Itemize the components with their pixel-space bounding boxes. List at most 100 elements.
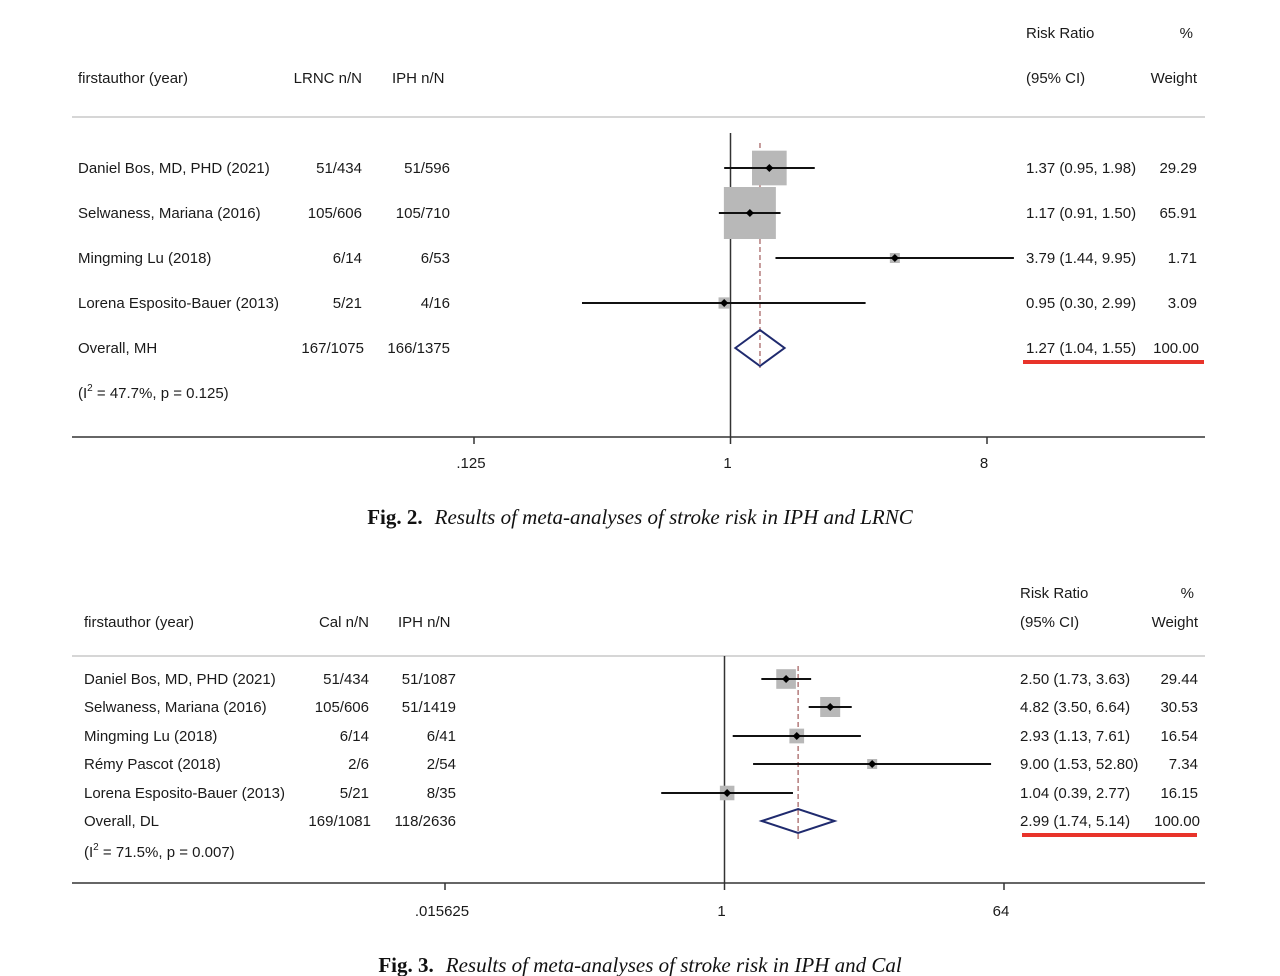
header-group1: Cal n/N: [319, 614, 369, 631]
point-estimate-marker: [890, 254, 899, 262]
overall-diamond: [758, 807, 838, 835]
header-percent: %: [1180, 25, 1193, 42]
study-risk-ratio-ci: 1.04 (0.39, 2.77): [1020, 785, 1130, 802]
study-weight: 29.29: [1159, 160, 1197, 177]
study-row: Mingming Lu (2018) 6/14 6/41 2.93 (1.13, 7.…: [84, 728, 1198, 745]
heterogeneity-suffix: = 47.7%, p = 0.125): [93, 385, 229, 402]
study-risk-ratio-ci: 1.17 (0.91, 1.50): [1026, 205, 1136, 222]
overall-group1-count: 167/1075: [301, 340, 364, 357]
study-risk-ratio-ci: 1.37 (0.95, 1.98): [1026, 160, 1136, 177]
header-group2: IPH n/N: [392, 70, 445, 87]
study-row: Selwaness, Mariana (2016) 105/606 51/1419 4…: [84, 697, 1198, 717]
header-ci: (95% CI): [1020, 614, 1079, 631]
study-risk-ratio-ci: 3.79 (1.44, 9.95): [1026, 250, 1136, 267]
study-name: Selwaness, Mariana (2016): [84, 699, 267, 716]
heterogeneity-stat: (I2 = 71.5%, p = 0.007): [84, 842, 235, 861]
study-group1-count: 5/21: [340, 785, 369, 802]
header-risk-ratio: Risk Ratio: [1026, 25, 1094, 42]
header-group2: IPH n/N: [398, 614, 451, 631]
overall-weight: 100.00: [1153, 340, 1199, 357]
study-risk-ratio-ci: 4.82 (3.50, 6.64): [1020, 699, 1130, 716]
overall-group1-count: 169/1081: [308, 813, 371, 830]
study-row: Selwaness, Mariana (2016) 105/606 105/710 1…: [78, 187, 1197, 239]
study-row: Rémy Pascot (2018) 2/6 2/54 9.00 (1.53, 52.…: [84, 756, 1198, 773]
study-group1-count: 105/606: [315, 699, 369, 716]
point-estimate-marker: [782, 675, 791, 683]
point-estimate-marker: [868, 760, 877, 768]
header-percent: %: [1181, 585, 1194, 602]
heterogeneity-prefix: (I: [84, 844, 93, 861]
study-group2-count: 6/53: [421, 250, 450, 267]
study-group2-count: 4/16: [421, 295, 450, 312]
study-name: Mingming Lu (2018): [84, 728, 217, 745]
figure-caption-label: Fig. 3.: [378, 953, 433, 976]
study-group1-count: 6/14: [340, 728, 369, 745]
study-name: Rémy Pascot (2018): [84, 756, 221, 773]
header-study: firstauthor (year): [84, 614, 194, 631]
study-group1-count: 5/21: [333, 295, 362, 312]
point-estimate-marker: [720, 299, 729, 307]
study-group1-count: 105/606: [308, 205, 362, 222]
heterogeneity-stat: (I2 = 47.7%, p = 0.125): [78, 383, 229, 402]
figure-caption: Fig. 3. Results of meta-analyses of strok…: [378, 953, 902, 976]
study-risk-ratio-ci: 9.00 (1.53, 52.80): [1020, 756, 1138, 773]
point-estimate-marker: [745, 209, 754, 217]
header-group1: LRNC n/N: [294, 70, 362, 87]
study-name: Daniel Bos, MD, PHD (2021): [84, 671, 276, 688]
study-group2-count: 51/1087: [402, 671, 456, 688]
figure-caption-text: Results of meta-analyses of stroke risk …: [434, 505, 914, 529]
study-risk-ratio-ci: 2.50 (1.73, 3.63): [1020, 671, 1130, 688]
study-name: Lorena Esposito-Bauer (2013): [84, 785, 285, 802]
overall-diamond: [733, 328, 787, 368]
overall-risk-ratio-ci: 1.27 (1.04, 1.55): [1026, 340, 1136, 357]
study-group2-count: 2/54: [427, 756, 456, 773]
study-name: Daniel Bos, MD, PHD (2021): [78, 160, 270, 177]
x-tick-label: 8: [980, 455, 988, 472]
point-estimate-marker: [792, 732, 801, 740]
study-name: Mingming Lu (2018): [78, 250, 211, 267]
study-row: Lorena Esposito-Bauer (2013) 5/21 8/35 1.04…: [84, 785, 1198, 802]
study-name: Lorena Esposito-Bauer (2013): [78, 295, 279, 312]
x-tick-label: 1: [723, 455, 731, 472]
study-weight: 3.09: [1168, 295, 1197, 312]
study-group1-count: 6/14: [333, 250, 362, 267]
overall-group2-count: 166/1375: [387, 340, 450, 357]
study-weight: 30.53: [1160, 699, 1198, 716]
header-weight: Weight: [1151, 70, 1198, 87]
overall-label: Overall, DL: [84, 813, 159, 830]
x-tick-label: .015625: [415, 903, 469, 920]
study-weight: 65.91: [1159, 205, 1197, 222]
point-estimate-marker: [765, 164, 774, 172]
study-weight: 7.34: [1169, 756, 1198, 773]
study-group2-count: 8/35: [427, 785, 456, 802]
study-group2-count: 51/596: [404, 160, 450, 177]
study-row: Daniel Bos, MD, PHD (2021) 51/434 51/596 1.…: [78, 150, 1197, 186]
overall-label: Overall, MH: [78, 340, 157, 357]
overall-group2-count: 118/2636: [395, 813, 456, 830]
study-group1-count: 2/6: [348, 756, 369, 773]
figure-caption: Fig. 2. Results of meta-analyses of strok…: [367, 505, 914, 529]
header-risk-ratio: Risk Ratio: [1020, 585, 1088, 602]
forest-plot-3: firstauthor (year) Cal n/N IPH n/N Risk Rat…: [72, 585, 1205, 976]
study-group2-count: 6/41: [427, 728, 456, 745]
figure-caption-label: Fig. 2.: [367, 505, 422, 529]
heterogeneity-suffix: = 71.5%, p = 0.007): [99, 844, 235, 861]
x-tick-label: 64: [993, 903, 1010, 920]
heterogeneity-sup: 2: [93, 842, 99, 853]
point-estimate-marker: [826, 703, 835, 711]
study-row: Lorena Esposito-Bauer (2013) 5/21 4/16 0.95…: [78, 295, 1197, 312]
study-weight: 16.54: [1160, 728, 1198, 745]
study-group1-count: 51/434: [316, 160, 362, 177]
point-estimate-marker: [723, 789, 732, 797]
x-tick-label: 1: [717, 903, 725, 920]
study-risk-ratio-ci: 2.93 (1.13, 7.61): [1020, 728, 1130, 745]
header-study: firstauthor (year): [78, 70, 188, 87]
overall-weight: 100.00: [1154, 813, 1200, 830]
heterogeneity-sup: 2: [87, 383, 93, 394]
overall-row: Overall, MH 167/1075 166/1375 1.27 (1.04, 1…: [78, 328, 1204, 368]
study-row: Mingming Lu (2018) 6/14 6/53 3.79 (1.44, 9.…: [78, 250, 1197, 267]
study-weight: 16.15: [1160, 785, 1198, 802]
heterogeneity-prefix: (I: [78, 385, 87, 402]
overall-risk-ratio-ci: 2.99 (1.74, 5.14): [1020, 813, 1130, 830]
